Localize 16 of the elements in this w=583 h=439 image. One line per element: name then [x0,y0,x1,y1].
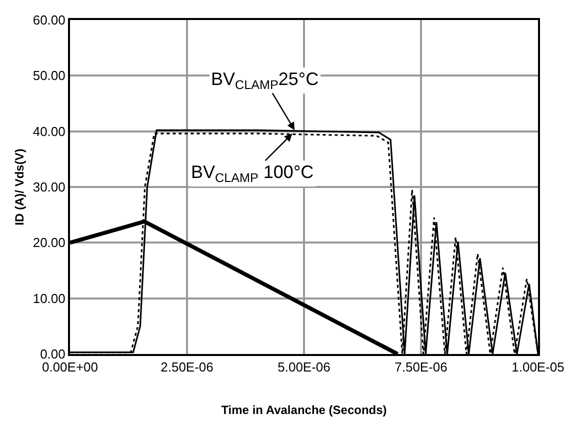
x-tick-label: 2.50E-06 [160,360,214,375]
x-tick-label: 7.50E-06 [394,360,448,375]
y-tick-label: 50.00 [32,68,66,84]
y-tick-label: 40.00 [32,124,66,139]
x-axis-title: Time in Avalanche (Seconds) [221,403,387,417]
x-tick-label: 1.00E-05 [512,360,564,375]
y-tick-label: 10.00 [32,290,66,306]
y-axis-title: ID (A)/ Vds(V) [12,148,27,226]
y-tick-label: 60.00 [32,12,66,28]
y-tick-label: 0.00 [40,346,66,362]
y-tick-label: 20.00 [32,235,66,250]
x-tick-label: 5.00E-06 [278,360,330,375]
annotation: BV$_{CLAMP}$25°C [211,69,319,92]
annotation: BV$_{CLAMP}$ 100°C [191,162,314,185]
y-tick-label: 30.00 [32,180,66,195]
x-tick-label: 0.00E+00 [42,360,98,375]
